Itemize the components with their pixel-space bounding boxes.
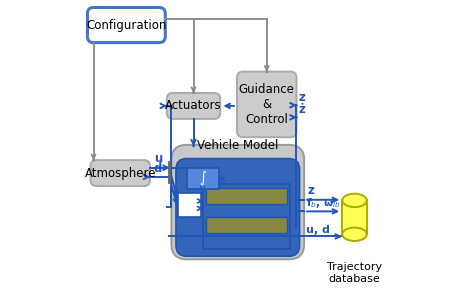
Bar (206, 217, 287, 233)
FancyBboxPatch shape (237, 71, 297, 137)
FancyBboxPatch shape (172, 145, 304, 259)
Text: Atmosphere: Atmosphere (84, 167, 156, 180)
Bar (178, 193, 201, 217)
Text: f$_b$, ω$_{ib}$: f$_b$, ω$_{ib}$ (306, 196, 340, 209)
Bar (206, 188, 287, 205)
Bar (203, 184, 291, 249)
Ellipse shape (342, 194, 367, 207)
Text: ż: ż (298, 103, 305, 116)
Bar (342, 201, 367, 234)
Text: ∫: ∫ (199, 172, 206, 185)
Text: Actuators: Actuators (165, 99, 222, 112)
Ellipse shape (342, 228, 367, 241)
FancyBboxPatch shape (176, 159, 300, 256)
FancyBboxPatch shape (87, 7, 165, 43)
Text: Vehicle Model: Vehicle Model (197, 140, 278, 152)
Text: u, d: u, d (306, 225, 330, 235)
Bar (187, 168, 219, 189)
Text: d: d (154, 162, 162, 175)
Text: z: z (298, 91, 305, 104)
Text: Trajectory
database: Trajectory database (327, 262, 382, 284)
FancyBboxPatch shape (91, 160, 150, 186)
Text: Configuration: Configuration (86, 18, 166, 31)
FancyBboxPatch shape (167, 93, 220, 119)
Text: z: z (308, 184, 315, 197)
Text: Guidance
&
Control: Guidance & Control (239, 83, 295, 126)
Text: u: u (154, 152, 162, 165)
